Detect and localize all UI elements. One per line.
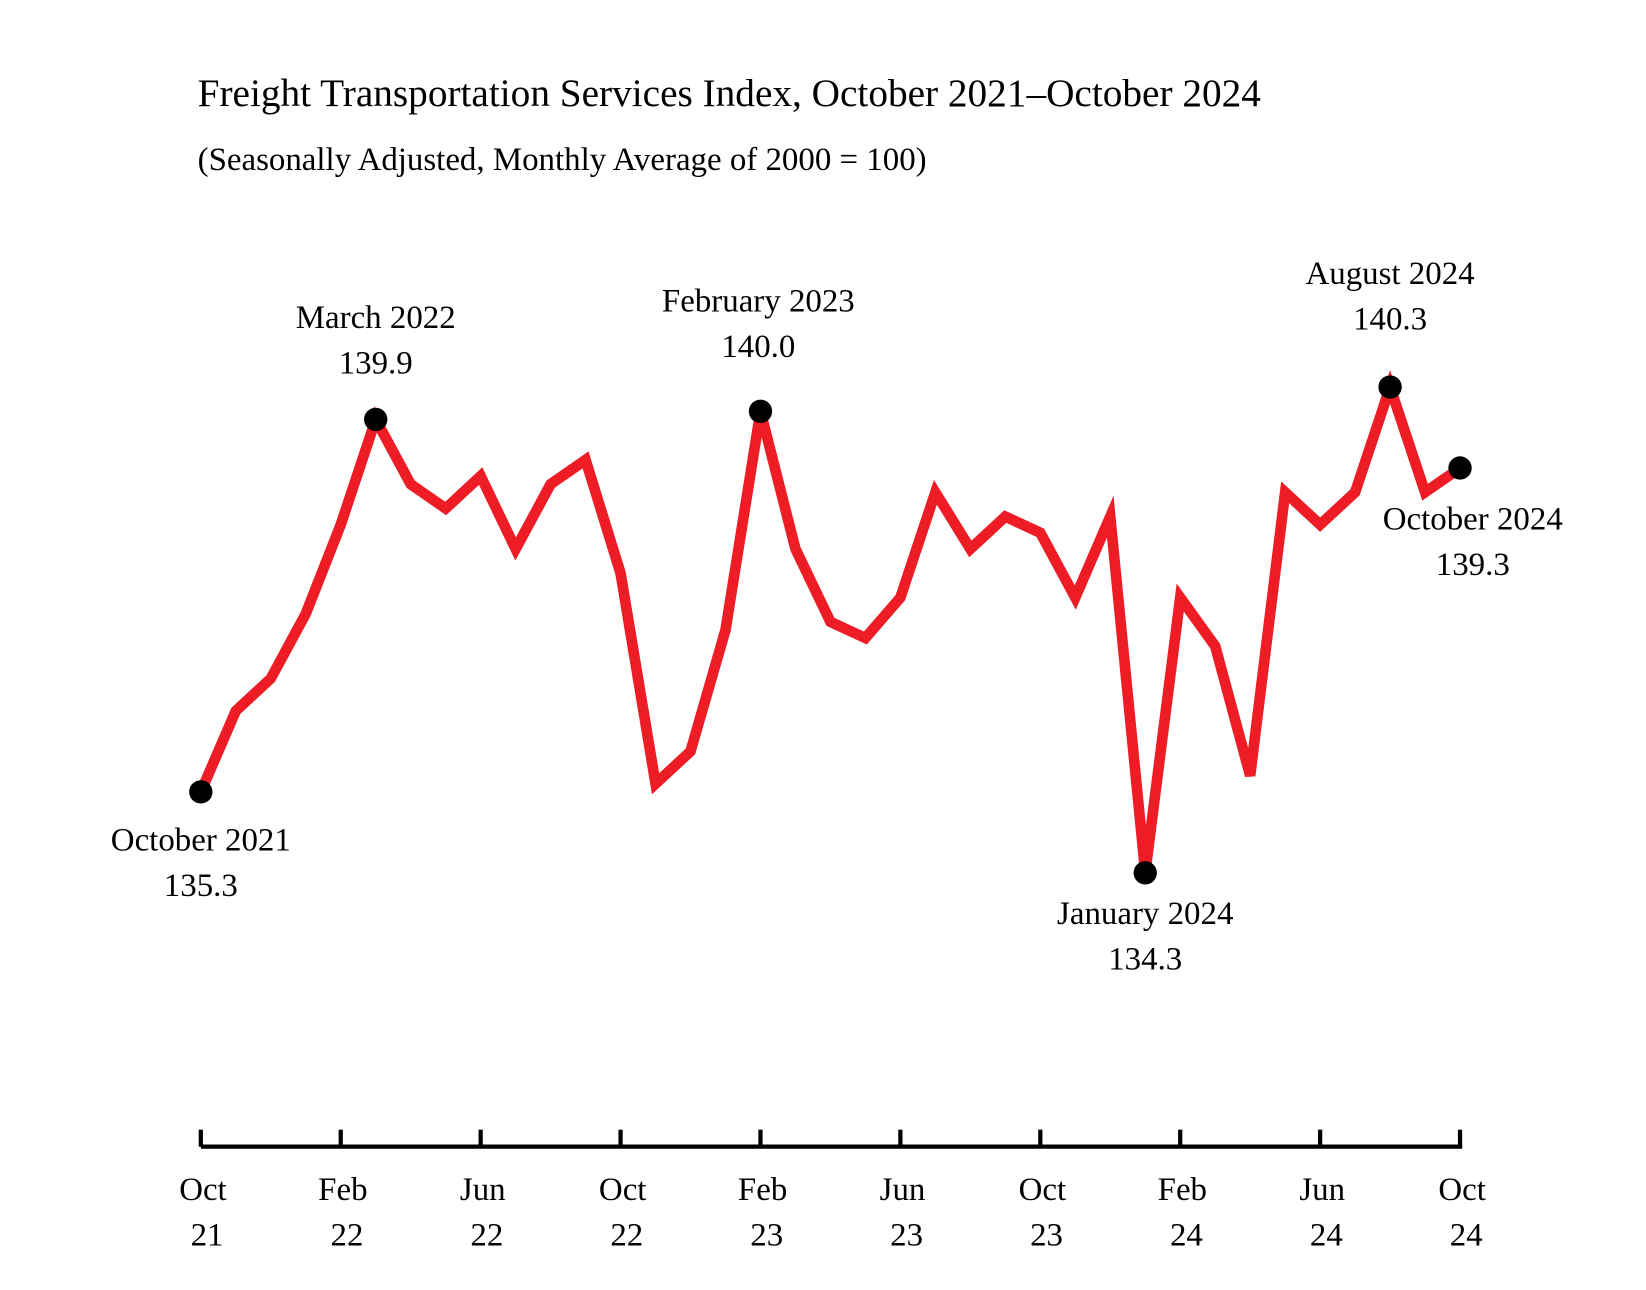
- highlight-dot: [189, 780, 213, 804]
- point-label: October 2024: [1383, 502, 1563, 538]
- x-tick-label: Jun 24: [1299, 1172, 1345, 1254]
- x-tick-label-line: Feb: [738, 1172, 787, 1208]
- x-tick-label-line: Jun: [880, 1172, 926, 1208]
- point-label: August 2024: [1306, 256, 1475, 292]
- x-tick-label-line: 24: [1442, 1217, 1483, 1253]
- x-tick-label-line: Oct: [1019, 1172, 1067, 1208]
- x-tick-label: Jun 23: [880, 1172, 926, 1254]
- x-tick-label-line: Jun: [460, 1172, 506, 1208]
- x-tick-label-line: Feb: [318, 1172, 367, 1208]
- x-tick-label-line: Oct: [1438, 1172, 1486, 1208]
- x-tick-label: Feb 23: [738, 1172, 787, 1254]
- highlight-dot: [1448, 456, 1472, 480]
- x-tick-label-line: 22: [602, 1217, 643, 1253]
- x-tick-label-line: 23: [742, 1217, 783, 1253]
- highlight-dot: [1378, 375, 1402, 399]
- highlight-dot: [364, 407, 388, 432]
- x-tick-label: Feb 22: [318, 1172, 367, 1254]
- x-tick-label-line: Jun: [1299, 1172, 1345, 1208]
- point-label: October 2021: [111, 822, 291, 858]
- point-label: January 2024: [1057, 896, 1233, 932]
- x-tick-label-line: 24: [1162, 1217, 1203, 1253]
- value-label: 139.9: [339, 346, 413, 382]
- x-tick-label-line: 22: [322, 1217, 363, 1253]
- x-tick-label-line: 24: [1302, 1217, 1343, 1253]
- value-label: 140.3: [1353, 302, 1427, 338]
- x-tick-label-line: 23: [882, 1217, 923, 1253]
- x-tick-label-line: 21: [182, 1217, 223, 1253]
- x-tick-label: Oct 21: [179, 1172, 227, 1254]
- x-tick-label: Jun 22: [460, 1172, 506, 1254]
- value-label: 134.3: [1108, 941, 1182, 977]
- x-tick-label-line: Oct: [179, 1172, 227, 1208]
- x-tick-label: Oct 23: [1019, 1172, 1067, 1254]
- point-label: March 2022: [296, 300, 456, 336]
- value-label: 139.3: [1436, 547, 1510, 583]
- x-tick-label-line: Feb: [1158, 1172, 1207, 1208]
- x-tick-label-line: Oct: [599, 1172, 647, 1208]
- x-tick-label: Oct 22: [599, 1172, 647, 1254]
- point-label: February 2023: [662, 284, 855, 320]
- value-label: 135.3: [164, 868, 238, 904]
- chart-subtitle: (Seasonally Adjusted, Monthly Average of…: [198, 142, 927, 178]
- x-tick-label: Feb 24: [1158, 1172, 1207, 1254]
- series-line: [195, 370, 1464, 874]
- highlight-dot: [748, 399, 773, 423]
- chart-title: Freight Transportation Services Index, O…: [198, 72, 1262, 115]
- x-tick-label: Oct 24: [1438, 1172, 1486, 1254]
- value-label: 140.0: [721, 329, 795, 365]
- highlight-dot: [1133, 861, 1157, 885]
- x-tick-label-line: 23: [1022, 1217, 1063, 1253]
- x-tick-label-line: 22: [462, 1217, 503, 1253]
